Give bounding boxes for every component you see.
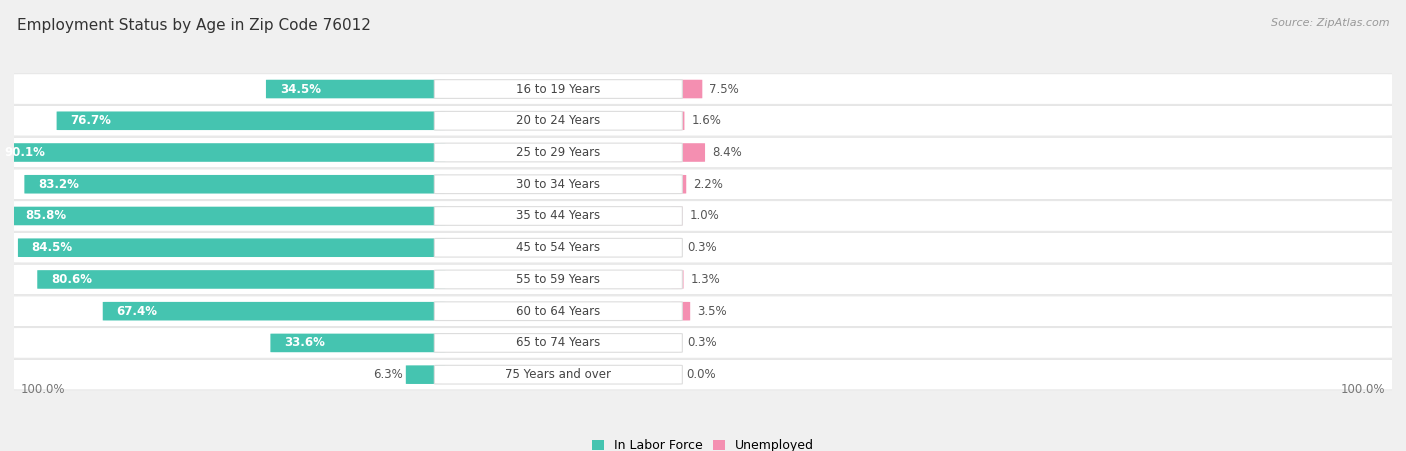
- FancyBboxPatch shape: [266, 80, 446, 98]
- FancyBboxPatch shape: [671, 270, 683, 289]
- FancyBboxPatch shape: [434, 80, 682, 98]
- FancyBboxPatch shape: [671, 111, 685, 130]
- Text: 1.3%: 1.3%: [690, 273, 720, 286]
- FancyBboxPatch shape: [434, 334, 682, 352]
- FancyBboxPatch shape: [434, 365, 682, 384]
- FancyBboxPatch shape: [406, 365, 446, 384]
- Text: 35 to 44 Years: 35 to 44 Years: [516, 209, 600, 222]
- Text: Employment Status by Age in Zip Code 76012: Employment Status by Age in Zip Code 760…: [17, 18, 371, 33]
- FancyBboxPatch shape: [434, 175, 682, 193]
- FancyBboxPatch shape: [434, 238, 682, 257]
- FancyBboxPatch shape: [270, 334, 446, 352]
- FancyBboxPatch shape: [671, 302, 690, 321]
- Text: 76.7%: 76.7%: [70, 114, 111, 127]
- Text: 1.0%: 1.0%: [689, 209, 720, 222]
- FancyBboxPatch shape: [434, 207, 682, 226]
- FancyBboxPatch shape: [7, 137, 1399, 168]
- Text: 6.3%: 6.3%: [374, 368, 404, 381]
- Text: 7.5%: 7.5%: [709, 83, 740, 96]
- FancyBboxPatch shape: [7, 74, 1399, 104]
- Text: 67.4%: 67.4%: [117, 305, 157, 318]
- Text: 1.6%: 1.6%: [692, 114, 721, 127]
- Text: 80.6%: 80.6%: [51, 273, 91, 286]
- FancyBboxPatch shape: [434, 270, 682, 289]
- Text: 0.3%: 0.3%: [688, 241, 717, 254]
- FancyBboxPatch shape: [7, 232, 1399, 263]
- Text: 55 to 59 Years: 55 to 59 Years: [516, 273, 600, 286]
- FancyBboxPatch shape: [11, 207, 446, 226]
- Text: 84.5%: 84.5%: [32, 241, 73, 254]
- FancyBboxPatch shape: [103, 302, 446, 321]
- Text: 100.0%: 100.0%: [1340, 383, 1385, 396]
- FancyBboxPatch shape: [671, 80, 703, 98]
- Text: 16 to 19 Years: 16 to 19 Years: [516, 83, 600, 96]
- Text: 90.1%: 90.1%: [4, 146, 45, 159]
- Text: 75 Years and over: 75 Years and over: [505, 368, 612, 381]
- FancyBboxPatch shape: [7, 169, 1399, 199]
- Text: 33.6%: 33.6%: [284, 336, 325, 350]
- FancyBboxPatch shape: [7, 328, 1399, 358]
- Text: Source: ZipAtlas.com: Source: ZipAtlas.com: [1271, 18, 1389, 28]
- FancyBboxPatch shape: [56, 111, 446, 130]
- FancyBboxPatch shape: [671, 175, 686, 193]
- Text: 30 to 34 Years: 30 to 34 Years: [516, 178, 600, 191]
- Text: 25 to 29 Years: 25 to 29 Years: [516, 146, 600, 159]
- FancyBboxPatch shape: [434, 111, 682, 130]
- FancyBboxPatch shape: [24, 175, 446, 193]
- FancyBboxPatch shape: [7, 359, 1399, 390]
- FancyBboxPatch shape: [7, 264, 1399, 295]
- FancyBboxPatch shape: [18, 239, 446, 257]
- Legend: In Labor Force, Unemployed: In Labor Force, Unemployed: [592, 439, 814, 451]
- Text: 20 to 24 Years: 20 to 24 Years: [516, 114, 600, 127]
- Text: 2.2%: 2.2%: [693, 178, 723, 191]
- FancyBboxPatch shape: [7, 296, 1399, 327]
- Text: 34.5%: 34.5%: [280, 83, 321, 96]
- Text: 60 to 64 Years: 60 to 64 Years: [516, 305, 600, 318]
- Text: 8.4%: 8.4%: [711, 146, 742, 159]
- Text: 85.8%: 85.8%: [25, 209, 66, 222]
- FancyBboxPatch shape: [434, 302, 682, 321]
- FancyBboxPatch shape: [38, 270, 446, 289]
- Text: 83.2%: 83.2%: [38, 178, 79, 191]
- Text: 0.3%: 0.3%: [688, 336, 717, 350]
- Text: 45 to 54 Years: 45 to 54 Years: [516, 241, 600, 254]
- FancyBboxPatch shape: [671, 207, 682, 226]
- FancyBboxPatch shape: [671, 143, 704, 162]
- Text: 3.5%: 3.5%: [697, 305, 727, 318]
- Text: 100.0%: 100.0%: [21, 383, 66, 396]
- FancyBboxPatch shape: [434, 143, 682, 162]
- Text: 65 to 74 Years: 65 to 74 Years: [516, 336, 600, 350]
- FancyBboxPatch shape: [7, 201, 1399, 231]
- FancyBboxPatch shape: [7, 106, 1399, 136]
- Text: 0.0%: 0.0%: [686, 368, 716, 381]
- FancyBboxPatch shape: [0, 143, 446, 162]
